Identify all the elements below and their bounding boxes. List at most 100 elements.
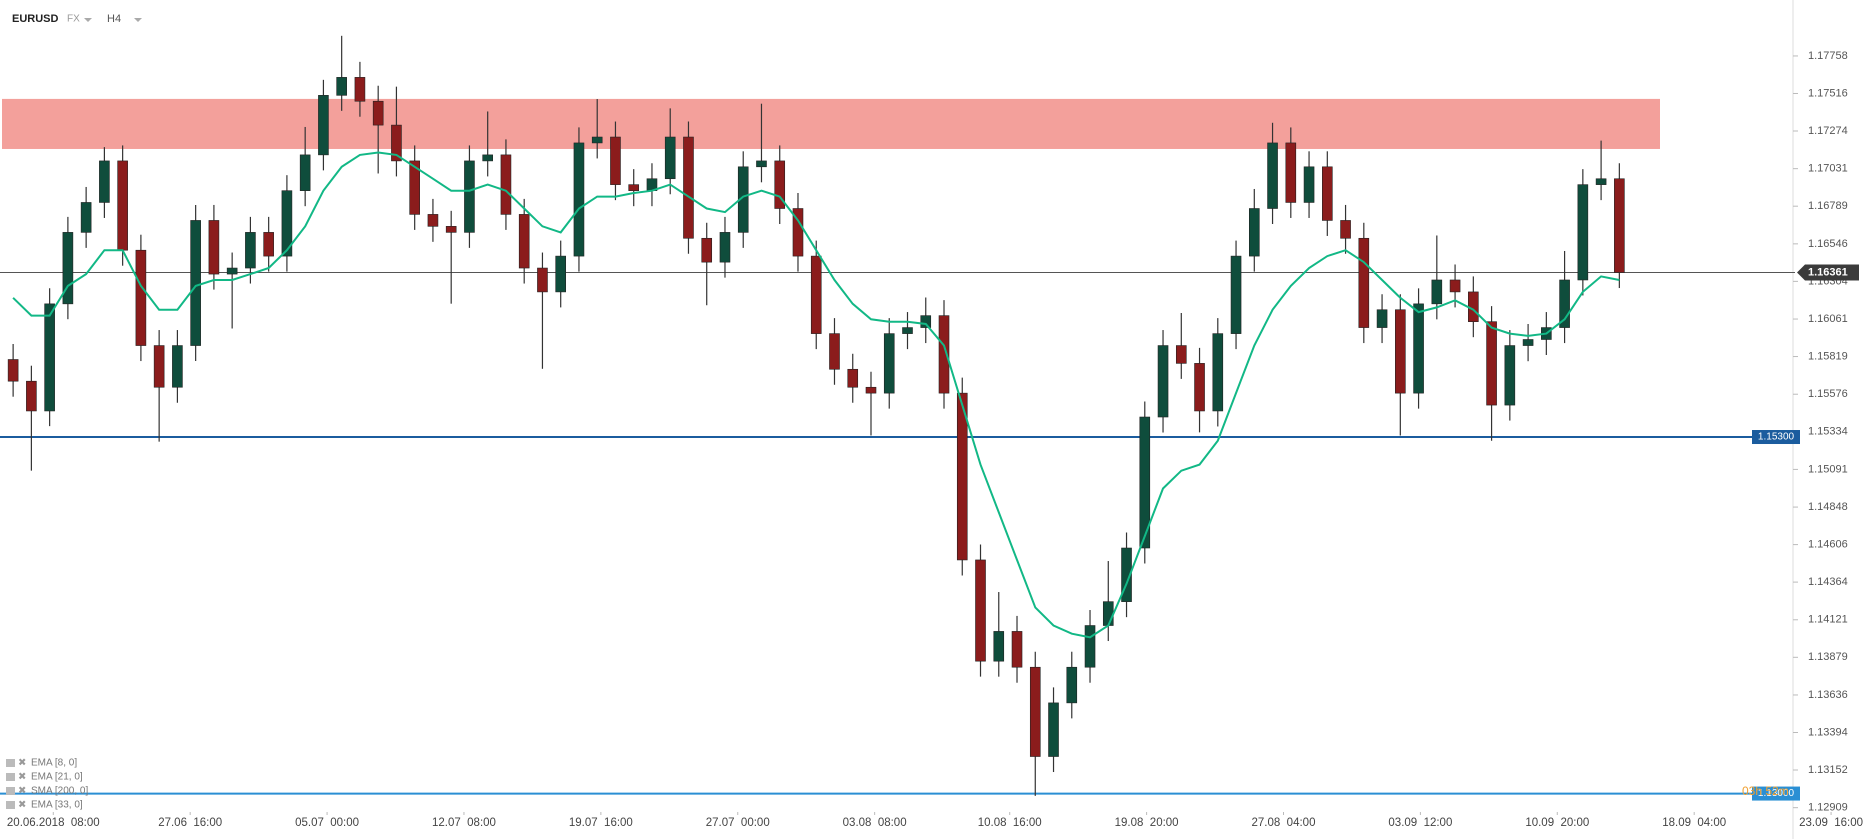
- indicator-line: [12, 151, 1620, 639]
- candle-body: [555, 255, 567, 293]
- candle-body: [153, 345, 165, 388]
- x-tick-label: 20.06.2018 08:00: [7, 817, 100, 829]
- candle-body: [537, 267, 548, 293]
- candle-body: [1084, 625, 1096, 668]
- candle-body: [1303, 166, 1315, 203]
- candle-body: [190, 220, 201, 346]
- candle-body: [1614, 178, 1625, 273]
- y-tick-label: 1.16546: [1808, 238, 1848, 250]
- level-label-box: [1752, 786, 1800, 801]
- x-tick-label: 12.07 08:00: [432, 817, 496, 829]
- x-tick-label: 03.09 12:00: [1388, 817, 1452, 829]
- y-tick-label: 1.14606: [1808, 539, 1848, 551]
- candle-body: [719, 232, 731, 263]
- level-label: 1.15300: [1758, 432, 1795, 443]
- candle-body: [299, 154, 311, 191]
- candle-body: [482, 154, 493, 162]
- x-tick-label: 03.08 08:00: [843, 817, 907, 829]
- candle-body: [445, 226, 457, 233]
- dropdown-arrow[interactable]: [84, 18, 92, 22]
- timeframe[interactable]: H4: [107, 13, 121, 25]
- candle-body: [1413, 303, 1424, 394]
- y-tick-label: 1.14848: [1808, 501, 1848, 513]
- candle-body: [610, 136, 621, 185]
- y-tick-label: 1.17031: [1808, 163, 1848, 175]
- legend-icon: [6, 759, 15, 767]
- candle-body: [80, 202, 92, 233]
- candle-body: [1102, 601, 1114, 626]
- candle-body: [1504, 345, 1516, 406]
- y-tick-label: 1.14121: [1808, 614, 1848, 626]
- candle-body: [683, 136, 694, 239]
- legend-icon: [6, 801, 15, 809]
- candle-body: [1285, 142, 1297, 203]
- legend-icon: [6, 787, 15, 795]
- candle-body: [99, 160, 110, 203]
- level-label: 1.13000: [1758, 788, 1795, 799]
- last-price-box: [1797, 264, 1859, 281]
- x-tick-label: 10.08 16:00: [978, 817, 1042, 829]
- candle-body: [26, 380, 37, 412]
- x-tick-label: 19.07 16:00: [569, 817, 633, 829]
- candle-body: [372, 100, 384, 126]
- candle-body: [1230, 255, 1242, 334]
- symbol[interactable]: EURUSD: [12, 13, 59, 25]
- dropdown-arrow[interactable]: [134, 18, 142, 22]
- candle-body: [792, 208, 804, 257]
- y-tick-label: 1.12909: [1808, 802, 1848, 814]
- candle-body: [500, 154, 512, 215]
- candle-body: [281, 190, 293, 257]
- candle-body: [1139, 416, 1151, 549]
- candle-body: [1212, 333, 1224, 412]
- candle-body: [810, 255, 822, 334]
- y-tick-label: 1.13152: [1808, 764, 1848, 776]
- legend-entry: EMA [33, 0]: [31, 800, 83, 811]
- legend-close: ✖: [18, 800, 26, 811]
- candle-body: [1577, 184, 1589, 281]
- candle-body: [993, 631, 1005, 662]
- y-tick-label: 1.15091: [1808, 463, 1848, 475]
- legend-close: ✖: [18, 786, 26, 797]
- candle-body: [591, 136, 603, 144]
- y-tick-label: 1.17516: [1808, 87, 1848, 99]
- legend-close: ✖: [18, 772, 26, 783]
- candle-body: [1011, 631, 1023, 668]
- candle-body: [664, 136, 676, 180]
- candle-body: [1595, 178, 1607, 185]
- candle-body: [1248, 208, 1260, 257]
- x-tick-label: 05.07 00:00: [295, 817, 359, 829]
- candle-body: [518, 214, 530, 269]
- resistance-zone: [2, 98, 1660, 149]
- candle-body: [956, 392, 968, 561]
- candle-body: [628, 184, 640, 191]
- candle-body: [1522, 339, 1534, 346]
- candle-body: [1157, 345, 1169, 418]
- candle-body: [920, 315, 932, 328]
- last-price-label: 1.16361: [1808, 266, 1848, 278]
- legend-close: ✖: [18, 758, 26, 769]
- market[interactable]: FX: [67, 14, 80, 25]
- candle-body: [1358, 237, 1370, 328]
- candle-body: [391, 124, 402, 162]
- candle-body: [172, 345, 183, 388]
- candle-body: [1486, 321, 1497, 406]
- candle-body: [409, 160, 420, 215]
- candle-body: [7, 359, 19, 382]
- candle-body: [975, 559, 986, 662]
- x-tick-label: 27.06 16:00: [158, 817, 222, 829]
- candle-body: [44, 303, 55, 412]
- x-tick-label: 23.09 16:00: [1799, 817, 1863, 829]
- y-tick-label: 1.15334: [1808, 426, 1848, 438]
- legend-icon: [6, 773, 15, 781]
- y-tick-label: 1.15576: [1808, 388, 1848, 400]
- candle-body: [1340, 220, 1351, 239]
- candle-body: [1322, 166, 1333, 221]
- candle-body: [117, 160, 128, 251]
- candle-body: [464, 160, 475, 233]
- y-tick-label: 1.17274: [1808, 125, 1848, 137]
- candle-body: [1029, 666, 1041, 757]
- candle-body: [62, 232, 74, 305]
- candle-body: [573, 142, 585, 257]
- candle-body: [245, 232, 256, 269]
